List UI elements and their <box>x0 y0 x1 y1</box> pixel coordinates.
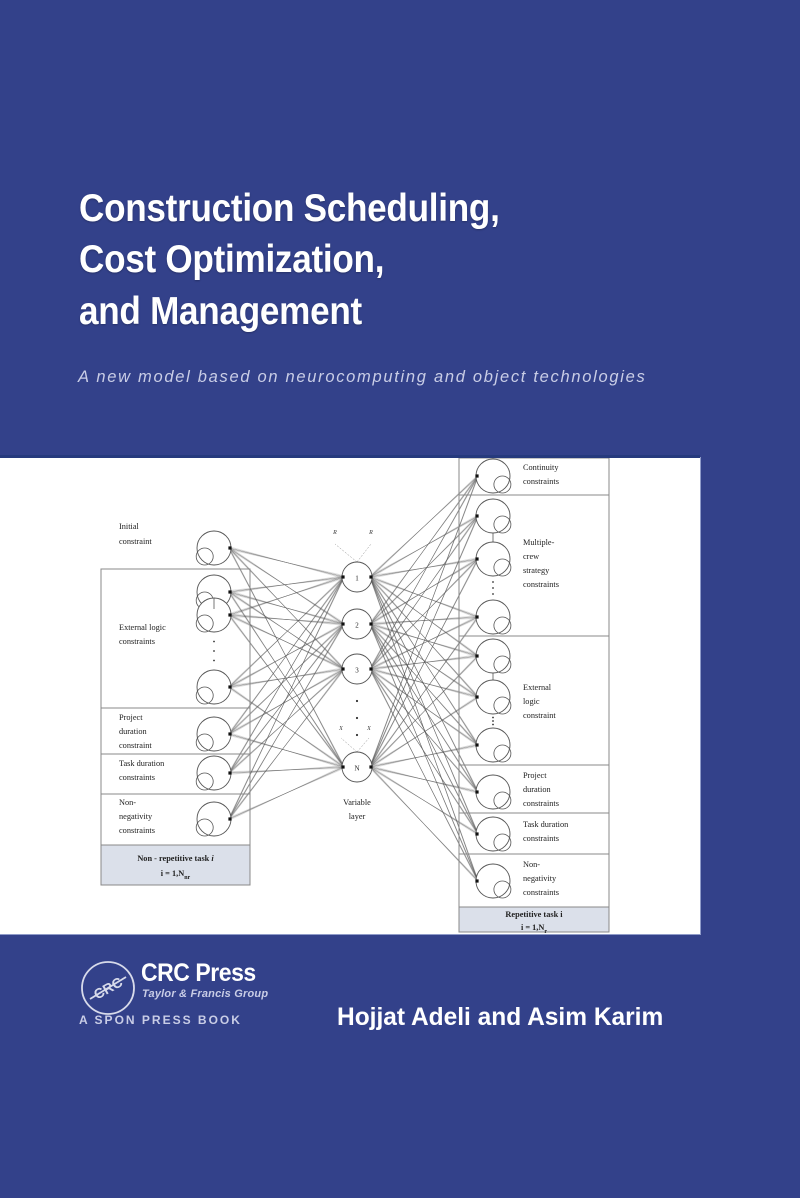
svg-text:constraints: constraints <box>523 834 559 843</box>
svg-text:constraints: constraints <box>119 637 155 646</box>
svg-text:constraints: constraints <box>523 888 559 897</box>
svg-text:Repetitive task i: Repetitive task i <box>505 910 563 919</box>
svg-text:CRC: CRC <box>91 974 125 1003</box>
svg-text:Initial: Initial <box>119 522 140 531</box>
svg-text:X: X <box>338 726 343 732</box>
svg-text:R: R <box>332 530 337 536</box>
svg-text:Task duration: Task duration <box>119 759 165 768</box>
svg-text:constraint: constraint <box>523 711 556 720</box>
svg-text:Variable: Variable <box>343 798 371 807</box>
svg-text:constraints: constraints <box>119 826 155 835</box>
svg-text:3: 3 <box>355 667 359 675</box>
svg-text:crew: crew <box>523 552 539 561</box>
svg-text:Non-: Non- <box>119 798 136 807</box>
svg-text:N: N <box>354 765 359 773</box>
svg-text:negativity: negativity <box>523 874 557 883</box>
svg-text:Non-: Non- <box>523 860 540 869</box>
svg-text:R: R <box>368 530 373 536</box>
svg-text:duration: duration <box>119 727 148 736</box>
svg-text:External logic: External logic <box>119 623 166 632</box>
svg-text:External: External <box>523 683 552 692</box>
svg-text:strategy: strategy <box>523 566 550 575</box>
svg-text:2: 2 <box>355 622 359 630</box>
svg-text:constraints: constraints <box>523 477 559 486</box>
svg-text:Multiple-: Multiple- <box>523 538 555 547</box>
svg-text:constraints: constraints <box>119 773 155 782</box>
svg-text:constraint: constraint <box>119 537 152 546</box>
svg-text:Project: Project <box>119 713 143 722</box>
svg-text:constraints: constraints <box>523 580 559 589</box>
svg-text:constraints: constraints <box>523 799 559 808</box>
svg-text:constraint: constraint <box>119 741 152 750</box>
svg-text:Task duration: Task duration <box>523 820 569 829</box>
svg-text:logic: logic <box>523 697 540 706</box>
svg-text:Continuity: Continuity <box>523 463 559 472</box>
svg-text:layer: layer <box>349 812 366 821</box>
svg-text:duration: duration <box>523 785 552 794</box>
svg-text:negativity: negativity <box>119 812 153 821</box>
svg-text:Non - repetitive task i: Non - repetitive task i <box>137 854 214 863</box>
svg-text:X: X <box>366 726 371 732</box>
svg-text:1: 1 <box>355 575 359 583</box>
svg-text:Project: Project <box>523 771 547 780</box>
